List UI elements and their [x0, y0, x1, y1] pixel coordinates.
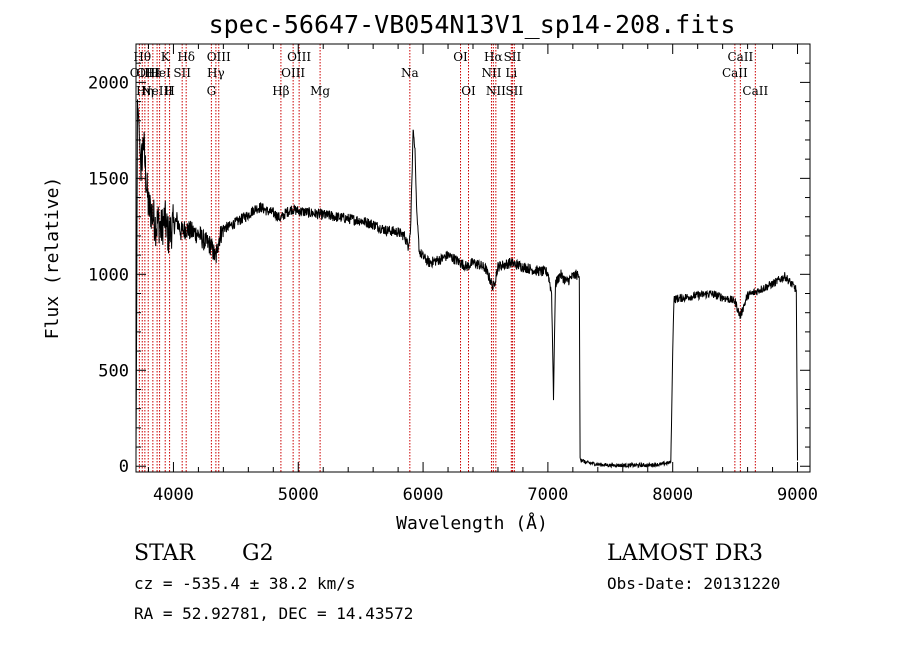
emission-line-label: SII [504, 50, 522, 64]
emission-line-label: OII [130, 66, 150, 80]
coordinates: RA = 52.92781, DEC = 14.43572 [134, 604, 413, 623]
emission-line-label: Hβ [272, 84, 289, 98]
y-tick-label: 0 [119, 457, 129, 477]
emission-line-label: OIII [281, 66, 305, 80]
emission-line-label: Hγ [207, 66, 225, 80]
emission-line-label: Hε [145, 66, 162, 80]
emission-line-labels: OIIHθHηOIIIHεNeIIIHeIKHSIIHδGHγOIIIHβOII… [130, 50, 769, 98]
x-axis-ticks: 4000 5000 6000 7000 8000 9000 [147, 44, 818, 505]
emission-line-label: NII [481, 66, 501, 80]
x-tick-label: 4000 [153, 485, 194, 505]
y-tick-label: 1500 [88, 169, 129, 189]
x-tick-label: 5000 [278, 485, 319, 505]
emission-line-label: SII [505, 84, 523, 98]
x-tick-label: 9000 [777, 485, 818, 505]
emission-line-label: OIII [287, 50, 311, 64]
emission-line-label: NII [486, 84, 506, 98]
x-axis-label: Wavelength (Å) [396, 512, 548, 534]
emission-line-label: CaII [727, 50, 753, 64]
emission-line-label: CaII [722, 66, 748, 80]
x-tick-label: 6000 [403, 485, 444, 505]
redshift-velocity: cz = -535.4 ± 38.2 km/s [134, 574, 356, 593]
y-axis-ticks: 0 500 1000 1500 2000 [88, 43, 810, 477]
plot-frame [135, 43, 811, 473]
emission-line-label: SII [173, 66, 191, 80]
emission-line-label: Hη [136, 84, 154, 98]
observation-date: Obs-Date: 20131220 [607, 574, 780, 593]
emission-line-label: Hδ [177, 50, 195, 64]
emission-line-label: OIII [136, 66, 160, 80]
emission-line-label: OI [461, 84, 476, 98]
emission-line-label: Mg [310, 84, 330, 98]
emission-line-label: HeI [148, 66, 171, 80]
x-tick-label: 7000 [527, 485, 568, 505]
object-subclass: G2 [242, 541, 274, 566]
object-class: STAR [134, 541, 196, 566]
y-tick-label: 500 [98, 361, 129, 381]
emission-line-label: K [161, 50, 171, 64]
y-tick-label: 1000 [88, 265, 129, 285]
emission-line-label: G [207, 84, 217, 98]
emission-line-label: Hα [484, 50, 503, 64]
emission-line-label: CaII [742, 84, 768, 98]
emission-line-label: H [164, 84, 174, 98]
emission-line-label: OI [453, 50, 468, 64]
emission-line-label: Hθ [133, 50, 151, 64]
x-tick-label: 8000 [652, 485, 693, 505]
emission-line-label: Li [505, 66, 517, 80]
emission-line-label: NeIII [141, 84, 173, 98]
y-tick-label: 2000 [88, 73, 129, 93]
emission-line-label: OIII [207, 50, 231, 64]
emission-line-label: Na [401, 66, 419, 80]
chart-title: spec-56647-VB054N13V1_sp14-208.fits [209, 10, 736, 39]
emission-line-markers [138, 44, 756, 472]
y-axis-label: Flux (relative) [42, 177, 63, 340]
survey-name: LAMOST DR3 [607, 541, 763, 566]
spectrum-line [135, 99, 798, 469]
